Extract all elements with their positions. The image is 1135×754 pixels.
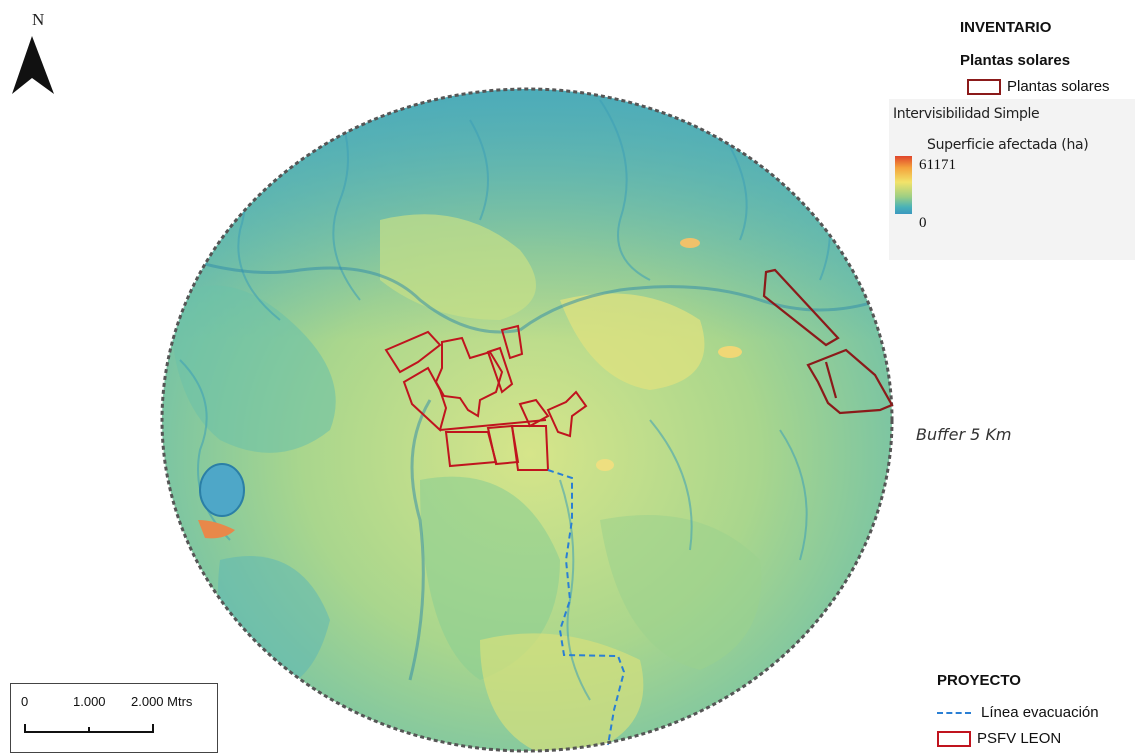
raster-legend: Intervisibilidad Simple Superficie afect… xyxy=(889,99,1135,260)
solar-plant-swatch xyxy=(967,78,1001,95)
legend-line-item: Línea evacuación xyxy=(937,704,1099,721)
north-arrow-icon xyxy=(12,36,54,94)
evacuation-line-swatch xyxy=(937,711,971,714)
legend-project-title: PROYECTO xyxy=(937,672,1021,689)
psfv-leon-polygon[interactable] xyxy=(439,419,547,431)
evacuation-line[interactable] xyxy=(547,469,626,746)
raster-legend-subtitle: Superficie afectada (ha) xyxy=(927,137,1089,153)
north-arrow: N xyxy=(10,6,56,98)
raster-legend-title: Intervisibilidad Simple xyxy=(893,106,1040,122)
psfv-leon-swatch xyxy=(937,730,971,747)
scale-tick-2: 2.000 Mtrs xyxy=(131,694,193,709)
inventory-solar-plants[interactable] xyxy=(762,268,894,415)
inventory-plant-polygon[interactable] xyxy=(806,348,894,415)
psfv-leon-polygon[interactable] xyxy=(384,330,442,374)
psfv-leon-polygon[interactable] xyxy=(402,366,448,432)
north-letter: N xyxy=(32,10,45,29)
psfv-leon-polygon[interactable] xyxy=(546,390,588,438)
psfv-leon-polygon[interactable] xyxy=(500,324,524,360)
scale-bar: 0 1.000 2.000 Mtrs xyxy=(10,683,218,753)
legend-solar-item: Plantas solares xyxy=(967,78,1110,95)
scale-bar-graphic xyxy=(24,724,154,733)
buffer-5km-ring xyxy=(160,87,894,753)
terrain-raster xyxy=(162,89,892,751)
legend-inventory-title: INVENTARIO xyxy=(960,19,1052,36)
ramp-max-value: 61171 xyxy=(919,157,956,173)
psfv-leon-polygon[interactable] xyxy=(486,424,520,466)
scale-tick-0: 0 xyxy=(21,694,29,709)
legend-plant-item: PSFV LEON xyxy=(937,730,1061,747)
psfv-leon-polygon[interactable] xyxy=(486,346,514,394)
legend-plant-label: PSFV LEON xyxy=(977,730,1062,747)
ramp-min-value: 0 xyxy=(919,215,927,231)
inventory-plant-polygon[interactable] xyxy=(762,268,840,347)
buffer-label: Buffer 5 Km xyxy=(916,425,1012,444)
scale-tick-1: 1.000 xyxy=(73,694,106,709)
inventory-plant-polygon[interactable] xyxy=(824,361,838,399)
psfv-leon-plants[interactable] xyxy=(384,324,588,471)
legend-line-label: Línea evacuación xyxy=(981,704,1099,721)
color-ramp xyxy=(895,156,912,214)
legend-solar-title: Plantas solares xyxy=(960,52,1071,69)
legend-solar-item-label: Plantas solares xyxy=(1007,78,1110,95)
psfv-leon-polygon[interactable] xyxy=(518,398,550,428)
